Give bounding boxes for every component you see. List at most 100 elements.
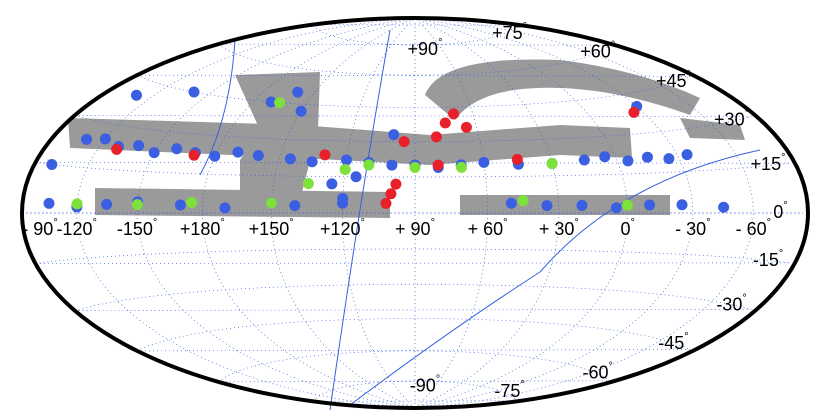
grid-line [414,17,754,409]
tick-text: -90 [410,375,436,395]
field-point [380,197,392,209]
degree-sign: ° [431,217,435,229]
grid-line [74,284,752,311]
tick-label: +150° [249,217,294,239]
field-point [252,149,264,161]
field-point [505,197,517,209]
degree-sign: ° [220,217,224,229]
curve [349,271,541,406]
degree-sign: ° [609,360,613,372]
tick-label: - 30° [675,217,710,239]
field-point [265,96,277,108]
tick-label: +75° [492,21,527,43]
field-point [622,155,634,167]
degree-sign: ° [289,217,293,229]
degree-sign: ° [781,152,785,164]
field-point [430,131,442,143]
field-point [576,199,588,211]
tick-text: +180 [180,219,221,239]
field-point [448,108,460,120]
degree-sign: ° [611,39,615,51]
field-point [541,200,553,212]
degree-sign: ° [436,373,440,385]
field-point [111,143,123,155]
tick-text: + 90 [395,219,431,239]
field-point [409,161,421,173]
band [680,118,745,140]
tick-label: - 90° [22,217,57,239]
survey-footprint [68,59,745,218]
tick-text: 0 [620,219,630,239]
degree-sign: ° [92,217,96,229]
map-border [20,16,810,410]
degree-sign: ° [745,107,749,119]
field-point [295,105,307,117]
tick-label: +90° [408,37,443,59]
tick-text: +150 [249,219,290,239]
tick-label: 0° [773,200,787,222]
field-point [174,199,186,211]
field-point [99,133,111,145]
tick-text: -75 [494,381,520,401]
grid-line [218,43,612,76]
band [460,195,670,215]
field-point [101,198,113,210]
field-point [621,199,633,211]
band [425,59,700,120]
degree-sign: ° [742,293,746,305]
tick-labels: - 90°-120° -150° +180° +150° +120° + 90° + 60°… [22,21,787,401]
field-point [578,154,590,166]
band [95,188,390,218]
field-point [385,188,397,200]
tick-text: -30 [716,294,742,314]
tick-label: -150° [117,217,157,239]
field-point [232,146,244,158]
tick-text: -120 [56,219,92,239]
field-point [478,156,490,168]
tick-text: -15 [753,250,779,270]
tick-label: - 60° [736,217,771,239]
degree-sign: ° [520,379,524,391]
field-point [209,150,221,162]
field-point [517,195,529,207]
field-point [628,106,640,118]
other-frame [199,29,761,411]
tick-text: 0 [773,202,783,222]
degree-sign: ° [503,217,507,229]
degree-sign: ° [630,217,634,229]
field-point [455,161,467,173]
degree-sign: ° [574,217,578,229]
field-point [289,200,301,212]
field-point [43,197,55,209]
tick-text: +60 [580,41,611,61]
field-point [219,202,231,214]
field-point [265,197,277,209]
field-point [171,143,183,155]
field-point [460,121,472,133]
grid-line [136,318,691,352]
tick-label: +180° [180,217,225,239]
field-point [302,178,314,190]
field-point [130,89,142,101]
field-point [398,136,410,148]
curve [329,29,391,411]
degree-sign: ° [767,217,771,229]
tick-label: + 60° [468,217,508,239]
grid-line [218,350,612,383]
field-point [337,192,349,204]
field-point [388,129,400,141]
tick-label: -60° [583,360,613,382]
degree-sign: ° [687,69,691,81]
tick-text: + 60 [468,219,504,239]
curve [199,39,236,176]
field-point [432,159,444,171]
tick-text: + 30 [539,219,575,239]
tick-label: -15° [753,248,783,270]
tick-label: -120° [56,217,96,239]
degree-sign: ° [779,248,783,260]
grid-line [35,162,790,178]
curve [539,149,761,273]
degree-sign: ° [438,37,442,49]
field-point [363,159,375,171]
